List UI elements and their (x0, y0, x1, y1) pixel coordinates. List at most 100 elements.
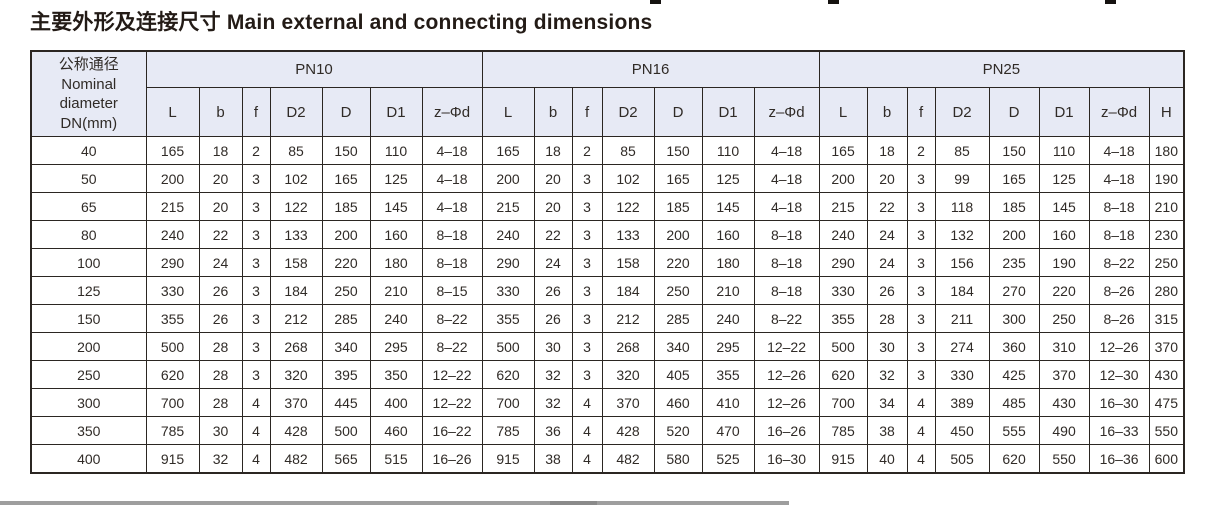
dn-cell: 250 (30, 360, 147, 389)
value-cell: 915 (818, 444, 868, 474)
value-cell: 8–18 (1088, 192, 1150, 221)
dn-cell: 50 (30, 164, 147, 193)
value-cell: 425 (988, 360, 1040, 389)
value-cell: 500 (818, 332, 868, 361)
value-cell: 28 (198, 360, 243, 389)
value-cell: 515 (369, 444, 423, 474)
dn-cell: 300 (30, 388, 147, 417)
value-cell: 3 (241, 192, 271, 221)
value-cell: 240 (701, 304, 755, 333)
value-cell: 3 (241, 164, 271, 193)
value-cell: 290 (481, 248, 535, 277)
value-cell: 285 (321, 304, 371, 333)
value-cell: 330 (818, 276, 868, 305)
value-cell: 8–26 (1088, 276, 1150, 305)
value-cell: 118 (934, 192, 990, 221)
value-cell: 405 (653, 360, 703, 389)
value-cell: 220 (1038, 276, 1090, 305)
value-cell: 185 (988, 192, 1040, 221)
value-cell: 20 (198, 192, 243, 221)
value-cell: 20 (533, 192, 573, 221)
cropped-text-fragment (650, 0, 661, 4)
column-header: z–Φd (753, 87, 820, 137)
dn-cell: 125 (30, 276, 147, 305)
table-row: 80 240 22 3 133 200 160 8–18 240 22 3 133 200 160 8–18… (30, 220, 1185, 249)
value-cell: 280 (1148, 276, 1185, 305)
value-cell: 250 (1148, 248, 1185, 277)
value-cell: 125 (701, 164, 755, 193)
value-cell: 110 (701, 136, 755, 165)
value-cell: 16–33 (1088, 416, 1150, 445)
table-row: 40 165 18 2 85 150 110 4–18 165 18 2 85 150 110 4–18 16… (30, 136, 1185, 165)
value-cell: 8–18 (421, 220, 483, 249)
column-header: H (1148, 87, 1185, 137)
value-cell: 3 (571, 220, 603, 249)
value-cell: 4–18 (753, 164, 820, 193)
value-cell: 185 (321, 192, 371, 221)
value-cell: 240 (481, 220, 535, 249)
value-cell: 26 (198, 304, 243, 333)
value-cell: 320 (601, 360, 655, 389)
table-row: 400 915 32 4 482 565 515 16–26 915 38 4 482 580 525 16… (30, 444, 1185, 474)
value-cell: 525 (701, 444, 755, 474)
value-cell: 16–36 (1088, 444, 1150, 474)
value-cell: 500 (145, 332, 200, 361)
value-cell: 475 (1148, 388, 1185, 417)
value-cell: 460 (653, 388, 703, 417)
value-cell: 8–22 (421, 332, 483, 361)
value-cell: 3 (571, 276, 603, 305)
value-cell: 30 (533, 332, 573, 361)
value-cell: 445 (321, 388, 371, 417)
value-cell: 565 (321, 444, 371, 474)
value-cell: 268 (269, 332, 323, 361)
value-cell: 330 (481, 276, 535, 305)
value-cell: 520 (653, 416, 703, 445)
column-header: f (241, 87, 271, 137)
value-cell: 370 (269, 388, 323, 417)
value-cell: 30 (198, 416, 243, 445)
value-cell: 3 (241, 332, 271, 361)
value-cell: 2 (906, 136, 936, 165)
value-cell: 12–26 (1088, 332, 1150, 361)
value-cell: 110 (369, 136, 423, 165)
value-cell: 310 (1038, 332, 1090, 361)
value-cell: 500 (481, 332, 535, 361)
value-cell: 620 (145, 360, 200, 389)
value-cell: 22 (533, 220, 573, 249)
value-cell: 200 (481, 164, 535, 193)
value-cell: 220 (321, 248, 371, 277)
value-cell: 2 (571, 136, 603, 165)
value-cell: 389 (934, 388, 990, 417)
dn-cell: 150 (30, 304, 147, 333)
column-header: D2 (269, 87, 323, 137)
value-cell: 160 (1038, 220, 1090, 249)
value-cell: 600 (1148, 444, 1185, 474)
value-cell: 482 (601, 444, 655, 474)
column-header: b (866, 87, 908, 137)
value-cell: 12–30 (1088, 360, 1150, 389)
dn-cell: 65 (30, 192, 147, 221)
value-cell: 8–18 (421, 248, 483, 277)
table-row: 350 785 30 4 428 500 460 16–22 785 36 4 428 520 470 16… (30, 416, 1185, 445)
value-cell: 24 (866, 220, 908, 249)
value-cell: 4–18 (1088, 136, 1150, 165)
value-cell: 430 (1038, 388, 1090, 417)
value-cell: 211 (934, 304, 990, 333)
value-cell: 268 (601, 332, 655, 361)
value-cell: 212 (601, 304, 655, 333)
dn-cell: 40 (30, 136, 147, 165)
value-cell: 180 (1148, 136, 1185, 165)
column-header: D2 (601, 87, 655, 137)
value-cell: 12–22 (421, 360, 483, 389)
value-cell: 185 (653, 192, 703, 221)
value-cell: 430 (1148, 360, 1185, 389)
value-cell: 340 (653, 332, 703, 361)
dn-cell: 100 (30, 248, 147, 277)
value-cell: 250 (321, 276, 371, 305)
value-cell: 290 (818, 248, 868, 277)
value-cell: 3 (906, 360, 936, 389)
value-cell: 370 (601, 388, 655, 417)
value-cell: 330 (934, 360, 990, 389)
value-cell: 240 (369, 304, 423, 333)
